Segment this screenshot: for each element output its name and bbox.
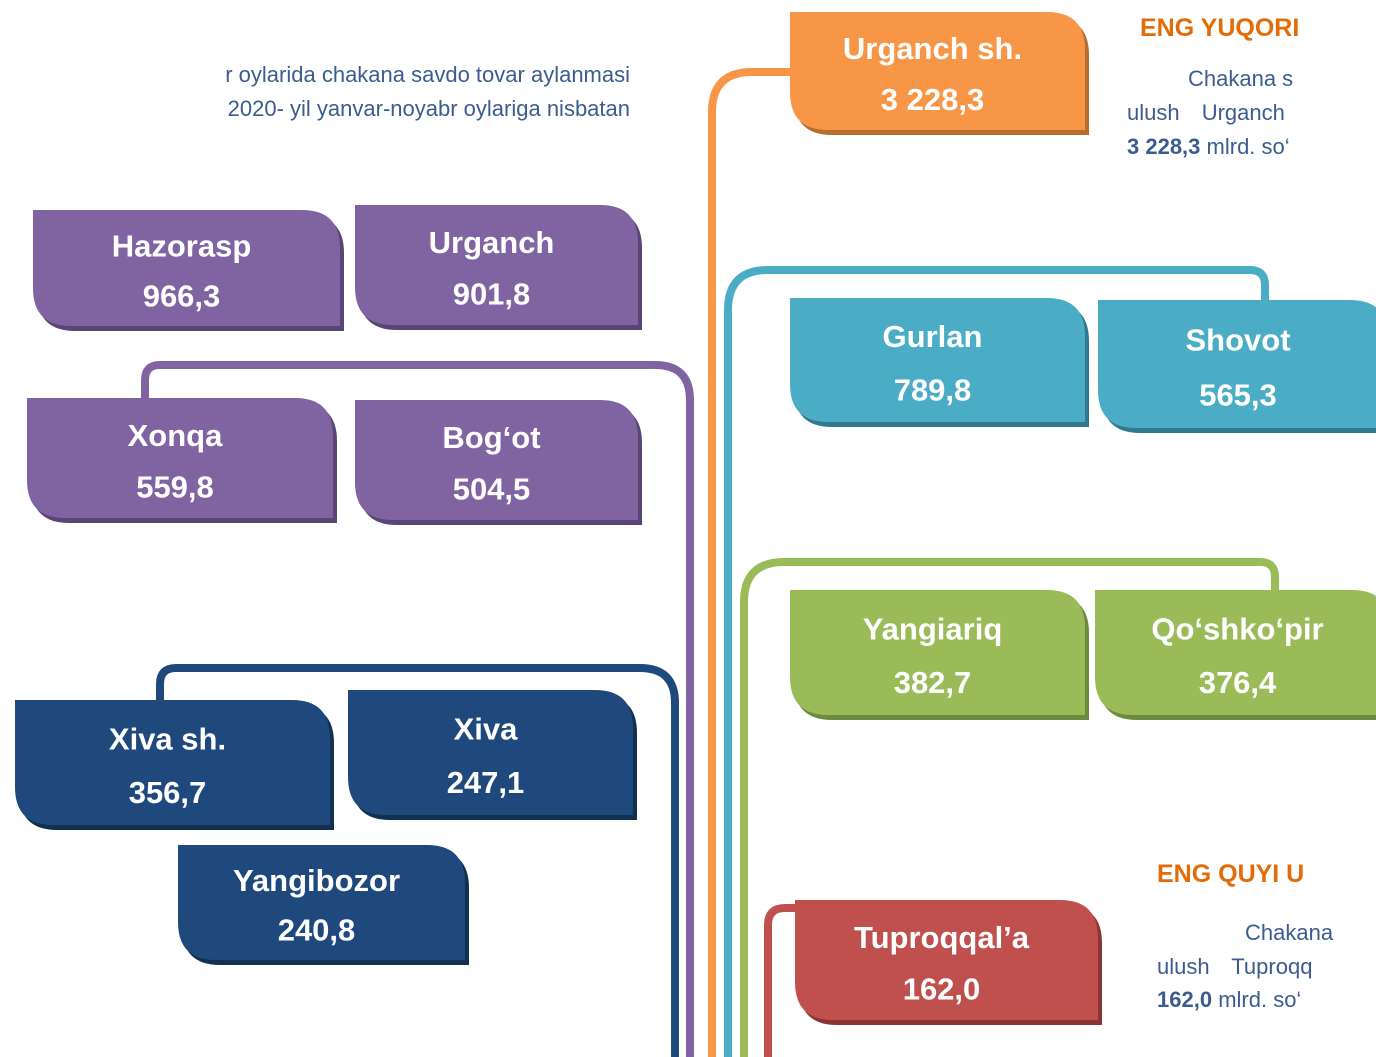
box <box>790 12 1085 130</box>
box <box>790 590 1085 715</box>
district-value: 382,7 <box>894 665 972 700</box>
district-name: Bog‘ot <box>442 420 540 455</box>
para-line: Chakana <box>1245 920 1334 945</box>
district-name: Urganch <box>429 225 555 260</box>
para-line: ulush Urganch <box>1127 100 1285 125</box>
box <box>348 690 633 815</box>
box <box>1095 590 1376 715</box>
district-box: Bog‘ot 504,5 <box>355 400 642 525</box>
para-line: Chakana s <box>1188 66 1293 91</box>
district-name: Qo‘shko‘pir <box>1151 611 1323 646</box>
connector <box>708 68 794 1057</box>
district-value: 247,1 <box>447 765 525 800</box>
district-name: Yangiariq <box>863 611 1003 646</box>
para-line: 3 228,3 mlrd. so‘ <box>1127 134 1290 159</box>
box <box>1098 300 1376 428</box>
district-box: Gurlan 789,8 <box>790 298 1089 427</box>
heading: ENG QUYI U <box>1157 860 1304 888</box>
district-box: Tuproqqal’a 162,0 <box>795 900 1102 1025</box>
district-value: 240,8 <box>278 913 356 948</box>
district-value: 356,7 <box>129 775 207 810</box>
connector <box>141 361 694 1057</box>
district-name: Urganch sh. <box>843 31 1022 66</box>
district-value: 3 228,3 <box>881 82 984 117</box>
district-box: Urganch 901,8 <box>355 205 642 330</box>
district-value: 901,8 <box>453 276 531 311</box>
district-box: Urganch sh. 3 228,3 <box>790 12 1089 135</box>
box <box>15 700 330 825</box>
connector <box>740 558 1279 1057</box>
district-box: Yangibozor 240,8 <box>178 845 469 965</box>
unit: mlrd. so‘ <box>1207 134 1290 159</box>
district-name: Xonqa <box>128 418 223 453</box>
box <box>355 205 638 325</box>
connector <box>724 266 1269 1057</box>
box <box>795 900 1098 1020</box>
connector <box>764 904 799 1057</box>
district-box: Hazorasp 966,3 <box>33 210 344 331</box>
value: 3 228,3 <box>1127 134 1200 159</box>
box <box>790 298 1085 422</box>
district-value: 376,4 <box>1199 665 1277 700</box>
connectors <box>141 68 1279 1057</box>
intro-line: r oylarida chakana savdo tovar aylanmasi <box>225 62 630 87</box>
district-box: Xiva 247,1 <box>348 690 637 820</box>
district-value: 966,3 <box>143 278 221 313</box>
district-box: Shovot 565,3 <box>1098 300 1376 433</box>
district-name: Hazorasp <box>112 228 252 263</box>
para-line: ulush Tuproqq <box>1157 954 1312 979</box>
box <box>27 398 333 518</box>
district-value: 504,5 <box>453 471 531 506</box>
connector <box>156 664 679 1057</box>
district-name: Yangibozor <box>233 863 400 898</box>
heading: ENG YUQORI <box>1140 14 1299 42</box>
para-line: 162,0 mlrd. so‘ <box>1157 987 1301 1012</box>
district-box: Xonqa 559,8 <box>27 398 337 523</box>
district-boxes: Urganch sh. 3 228,3 Hazorasp 966,3 Urganch 90… <box>15 12 1376 1025</box>
box <box>355 400 638 520</box>
district-value: 162,0 <box>903 971 981 1006</box>
district-box: Xiva sh. 356,7 <box>15 700 334 830</box>
district-name: Xiva <box>454 711 519 746</box>
district-value: 565,3 <box>1199 377 1277 412</box>
box <box>178 845 465 960</box>
district-name: Xiva sh. <box>109 721 226 756</box>
district-name: Gurlan <box>883 319 983 354</box>
value: 162,0 <box>1157 987 1212 1012</box>
district-box: Yangiariq 382,7 <box>790 590 1089 720</box>
district-name: Tuproqqal’a <box>854 920 1030 955</box>
district-value: 559,8 <box>136 469 214 504</box>
district-value: 789,8 <box>894 372 972 407</box>
intro-line: 2020- yil yanvar-noyabr oylariga nisbata… <box>228 96 630 121</box>
box <box>33 210 340 326</box>
district-name: Shovot <box>1185 322 1290 357</box>
unit: mlrd. so‘ <box>1218 987 1301 1012</box>
district-box: Qo‘shko‘pir 376,4 <box>1095 590 1376 720</box>
